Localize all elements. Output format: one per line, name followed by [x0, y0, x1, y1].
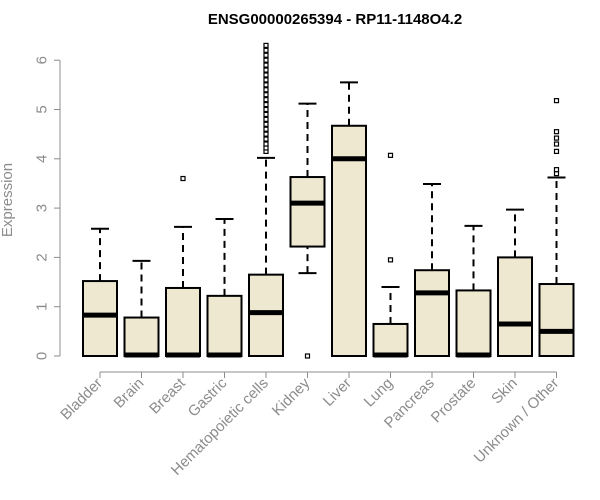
y-tick-label: 5 — [34, 105, 51, 113]
outlier-point — [263, 52, 269, 58]
y-tick-label: 0 — [34, 352, 51, 360]
outlier-point — [263, 72, 269, 78]
boxes-layer — [82, 42, 575, 359]
outlier-point — [263, 126, 269, 132]
y-tick-label: 4 — [34, 155, 51, 163]
outlier-point — [180, 175, 186, 182]
outlier-point — [553, 148, 560, 155]
outlier-point — [263, 82, 269, 88]
box-iqr — [538, 283, 575, 357]
box-group — [372, 152, 409, 358]
outlier-point — [263, 47, 269, 53]
box-group — [289, 102, 326, 359]
x-tick-label: Prostate — [428, 375, 480, 427]
box-group — [206, 217, 243, 358]
y-tick-label: 1 — [34, 303, 51, 311]
box-group — [82, 227, 118, 357]
box-iqr — [331, 124, 367, 357]
box-iqr — [248, 273, 284, 357]
outlier-point — [387, 257, 394, 263]
outlier-point — [263, 106, 269, 113]
x-tick-label: Brain — [111, 375, 148, 412]
outlier-point — [263, 92, 269, 98]
box-iqr — [455, 289, 492, 357]
outlier-point — [553, 167, 560, 173]
y-axis: 0 1 2 3 4 5 6 — [34, 56, 61, 360]
outlier-point — [263, 42, 269, 49]
box-iqr — [497, 256, 533, 357]
chart-title: ENSG00000265394 - RP11-1148O4.2 — [208, 11, 462, 28]
y-tick-label: 2 — [34, 253, 51, 261]
x-tick-label: Lung — [361, 375, 397, 411]
x-tick-label: Liver — [320, 375, 355, 410]
outlier-point — [553, 129, 560, 135]
box-iqr — [82, 280, 118, 357]
box-group — [455, 224, 492, 358]
box-group — [497, 208, 533, 357]
outlier-point — [263, 121, 269, 127]
outlier-point — [263, 97, 269, 103]
x-tick-label: Breast — [146, 374, 189, 417]
box-group — [414, 182, 450, 357]
outlier-point — [263, 87, 269, 93]
outlier-point — [553, 135, 560, 141]
box-iqr — [165, 286, 201, 357]
y-tick-label: 3 — [34, 204, 51, 212]
outlier-point — [263, 111, 269, 118]
outlier-point — [263, 57, 269, 63]
outlier-point — [263, 116, 269, 122]
box-group — [165, 175, 201, 358]
outlier-point — [263, 141, 269, 147]
box-iqr — [289, 176, 326, 248]
x-tick-label: Kidney — [269, 374, 314, 419]
x-tick-label: Bladder — [57, 375, 106, 424]
outlier-point — [263, 131, 269, 137]
outlier-point — [263, 62, 269, 68]
box-group — [331, 81, 367, 357]
outlier-point — [304, 353, 311, 359]
box-group — [123, 259, 160, 358]
box-iqr — [206, 294, 243, 358]
outlier-point — [553, 141, 560, 147]
outlier-point — [263, 77, 269, 83]
x-tick-label: Skin — [488, 375, 521, 408]
y-tick-label: 6 — [34, 56, 51, 64]
outlier-point — [553, 98, 560, 104]
outlier-point — [263, 101, 269, 108]
box-group — [248, 42, 284, 357]
outlier-point — [263, 67, 269, 73]
outlier-point — [263, 136, 269, 142]
outlier-point — [387, 152, 394, 158]
box-iqr — [123, 316, 160, 357]
y-axis-label: Expression — [0, 163, 16, 237]
box-group — [538, 98, 575, 357]
box-iqr — [414, 269, 450, 357]
box-iqr — [372, 322, 409, 357]
